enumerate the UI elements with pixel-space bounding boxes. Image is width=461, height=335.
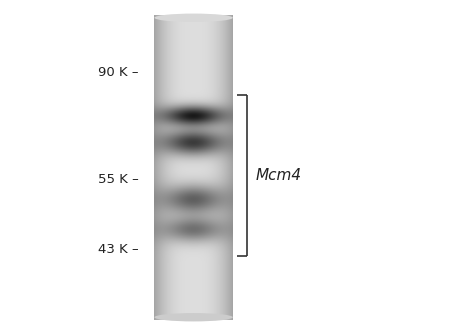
- Text: 55 K –: 55 K –: [98, 173, 138, 186]
- Ellipse shape: [154, 14, 233, 22]
- Text: Mcm4: Mcm4: [256, 169, 302, 183]
- Text: 90 K –: 90 K –: [98, 66, 138, 78]
- Ellipse shape: [154, 313, 233, 322]
- Text: 43 K –: 43 K –: [98, 243, 138, 256]
